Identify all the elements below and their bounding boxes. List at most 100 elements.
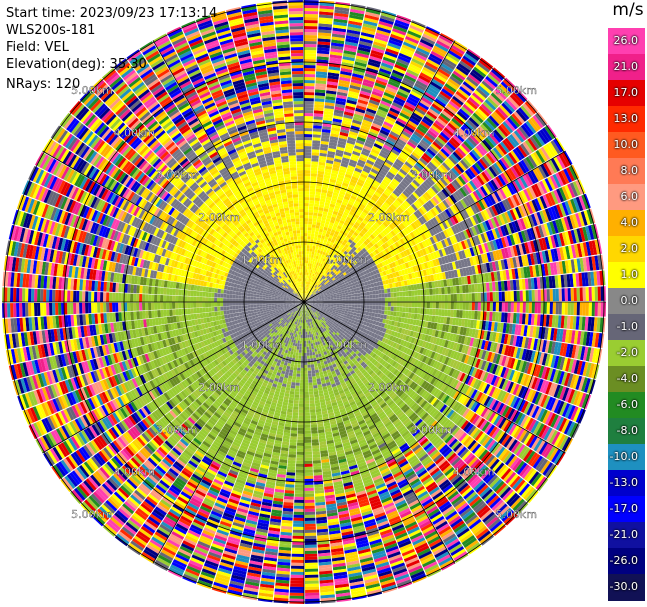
radar-gate	[324, 202, 330, 207]
radar-gate	[319, 5, 334, 10]
radar-gate	[421, 96, 433, 106]
radar-gate	[385, 173, 394, 181]
radar-gate	[338, 193, 345, 199]
radar-gate	[364, 206, 371, 212]
radar-gate	[423, 134, 434, 143]
radar-gate	[366, 108, 377, 115]
radar-gate	[395, 120, 406, 128]
radar-gate	[404, 188, 412, 196]
radar-gate	[348, 292, 352, 295]
radar-gate	[406, 141, 417, 149]
radar-gate	[341, 123, 351, 128]
radar-gate	[363, 165, 372, 171]
radar-gate	[354, 299, 358, 302]
radar-gate	[444, 302, 448, 309]
radar-gate	[441, 294, 445, 302]
radar-gate	[336, 91, 348, 97]
radar-gate	[522, 290, 526, 302]
radar-gate	[304, 293, 306, 297]
radar-gate	[350, 257, 356, 263]
radar-gate	[315, 264, 318, 269]
radar-gate	[417, 308, 421, 314]
radar-gate	[354, 167, 363, 173]
radar-gate	[342, 261, 347, 266]
radar-gate	[381, 297, 385, 302]
radar-gate	[390, 306, 394, 312]
radar-gate	[343, 53, 356, 59]
radar-gate	[358, 175, 367, 182]
radar-gate	[318, 17, 333, 22]
radar-gate	[469, 71, 483, 83]
radar-gate	[335, 237, 340, 243]
radar-gate	[344, 208, 350, 214]
radar-gate	[370, 125, 381, 132]
radar-gate	[338, 134, 348, 140]
radar-gate	[416, 174, 425, 183]
radar-gate	[452, 134, 463, 145]
radar-gate	[314, 289, 318, 292]
radar-gate	[416, 47, 430, 56]
radar-gate	[369, 234, 376, 240]
radar-gate	[431, 103, 443, 113]
radar-gate	[317, 47, 330, 52]
radar-gate	[323, 114, 333, 119]
radar-gate	[306, 281, 309, 285]
radar-gate	[308, 254, 312, 258]
radar-gate	[394, 63, 407, 72]
radar-gate	[353, 312, 357, 316]
radar-gate	[397, 215, 404, 223]
radar-gate	[328, 206, 335, 211]
radar-gate	[465, 138, 476, 149]
radar-gate	[350, 81, 362, 88]
radar-gate	[336, 94, 347, 100]
radar-gate	[418, 101, 430, 111]
radar-gate	[312, 283, 315, 287]
radar-gate	[304, 281, 307, 285]
radar-gate	[365, 8, 381, 15]
radar-gate	[425, 61, 439, 71]
radar-gate	[371, 122, 382, 130]
radar-gate	[304, 164, 311, 168]
radar-gate	[431, 124, 442, 134]
radar-gate	[313, 113, 324, 117]
radar-gate	[307, 275, 310, 279]
radar-gate	[476, 61, 491, 73]
radar-gate	[354, 304, 358, 308]
radar-gate	[315, 225, 320, 229]
radar-gate	[373, 213, 380, 220]
radar-gate	[375, 294, 379, 298]
radar-gate	[321, 131, 331, 136]
radar-gate	[305, 284, 307, 288]
radar-gate	[519, 302, 523, 313]
radar-gate	[410, 135, 420, 144]
radar-gate	[333, 207, 340, 213]
radar-gate	[358, 130, 368, 137]
radar-gate	[351, 294, 355, 297]
radar-gate	[468, 293, 472, 302]
radar-gate	[350, 195, 357, 201]
radar-gate	[407, 171, 416, 179]
radar-gate	[304, 287, 306, 291]
radar-gate	[414, 189, 422, 198]
radar-gate	[334, 258, 338, 263]
radar-gate	[406, 69, 419, 77]
radar-gate	[396, 306, 400, 312]
radar-gate	[418, 123, 429, 132]
radar-gate	[331, 33, 346, 39]
radar-gate	[431, 185, 439, 194]
radar-gate	[374, 221, 381, 228]
radar-gate	[319, 263, 323, 268]
radar-gate	[410, 60, 423, 69]
radar-gate	[494, 109, 507, 121]
radar-gate	[373, 41, 387, 48]
radar-gate	[330, 239, 336, 244]
radar-gate	[330, 216, 336, 221]
radar-gate	[430, 159, 440, 168]
radar-gate	[357, 99, 369, 105]
radar-gate	[375, 211, 382, 217]
radar-gate	[371, 182, 379, 189]
radar-gate	[313, 212, 318, 216]
radar-gate	[332, 194, 338, 200]
radar-gate	[340, 125, 350, 131]
radar-gate	[386, 45, 400, 53]
